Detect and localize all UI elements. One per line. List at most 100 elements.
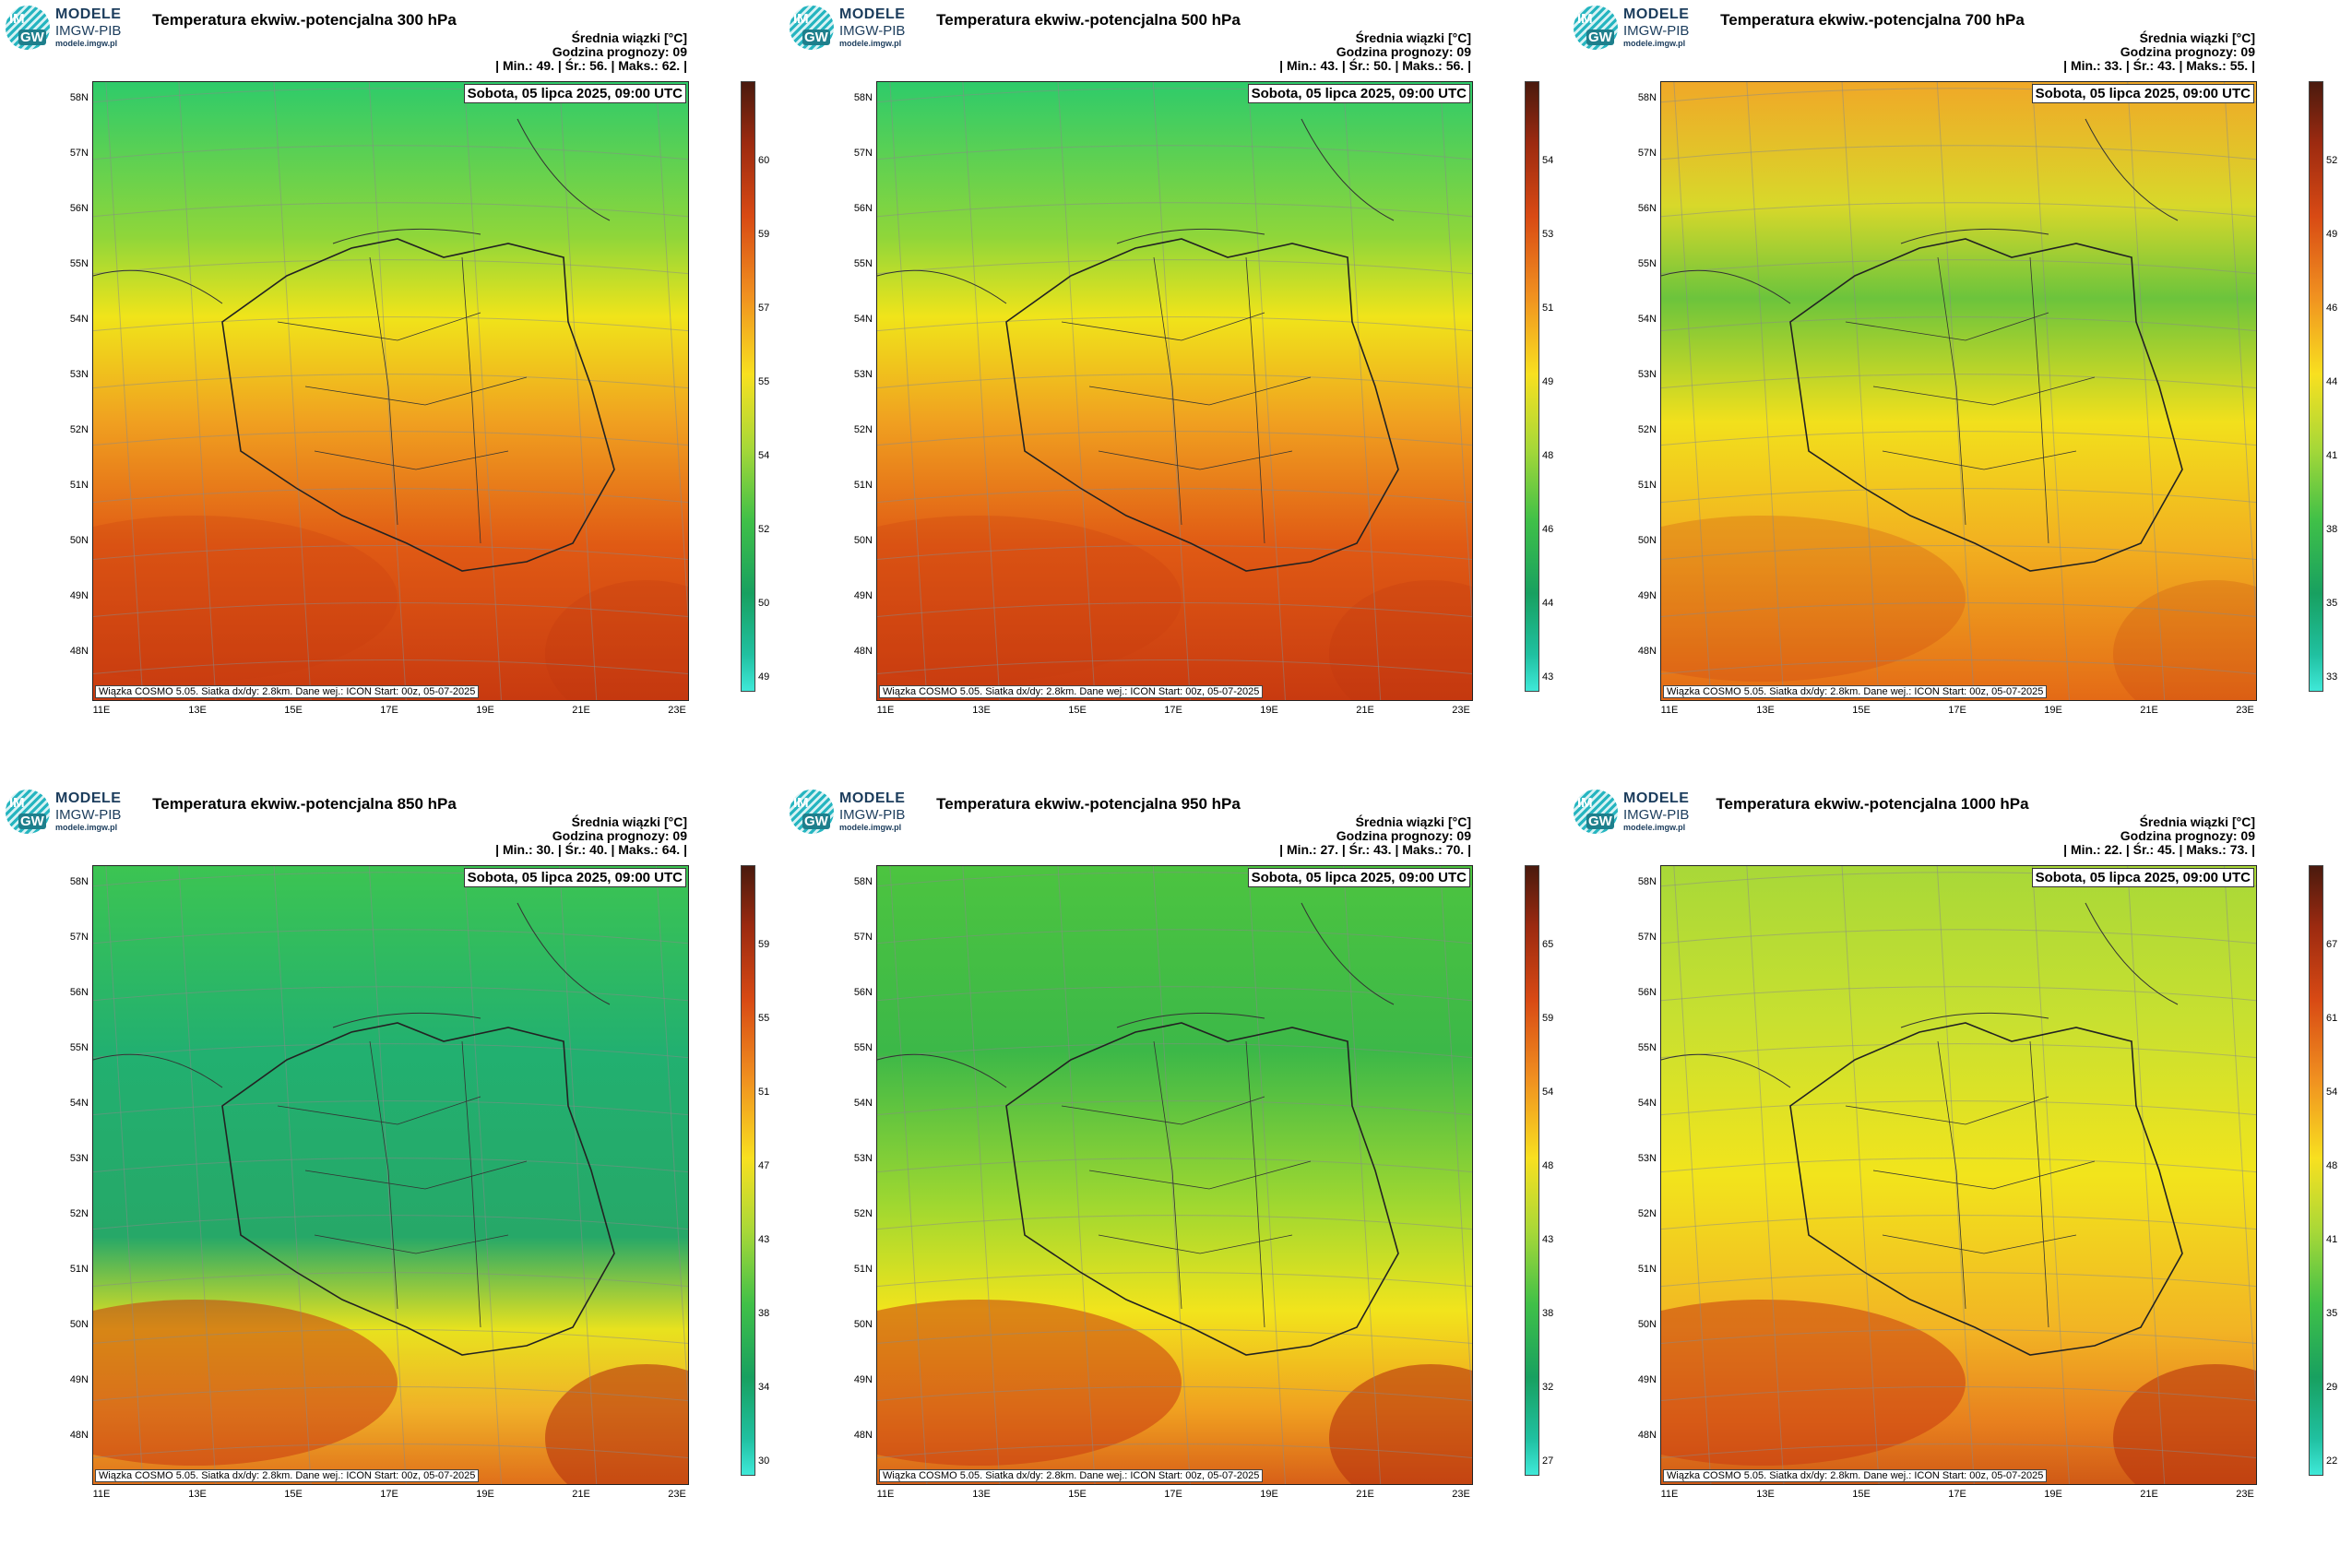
- lat-label: 49N: [853, 1374, 873, 1385]
- logo-line1: MODELE: [839, 6, 906, 22]
- logo-gw-text: GW: [18, 814, 46, 829]
- colorbar-tick: 48: [1542, 1160, 1554, 1171]
- lon-label: 23E: [2236, 705, 2254, 716]
- colorbar-tick: 41: [2326, 1234, 2338, 1245]
- map-field: [93, 82, 688, 700]
- lat-label: 50N: [69, 1319, 89, 1330]
- colorbar-tick: 52: [758, 524, 770, 535]
- lon-label: 15E: [1068, 1489, 1087, 1500]
- lon-label: 17E: [380, 705, 398, 716]
- logo-im-text: IM: [1577, 795, 1593, 811]
- lat-label: 58N: [853, 92, 873, 103]
- model-footer: Wiązka COSMO 5.05. Siatka dx/dy: 2.8km. …: [1663, 685, 2048, 698]
- lon-label: 15E: [1068, 705, 1087, 716]
- lat-label: 53N: [1637, 1153, 1657, 1164]
- poland-border: [1005, 238, 1399, 572]
- map-area: Sobota, 05 lipca 2025, 09:00 UTC Wiązka …: [1660, 81, 2257, 701]
- map-panel: IM GW MODELE IMGW-PIB modele.imgw.pl Tem…: [784, 784, 1568, 1568]
- lon-label: 17E: [1164, 705, 1182, 716]
- date-box: Sobota, 05 lipca 2025, 09:00 UTC: [463, 868, 686, 887]
- logo-line2: IMGW-PIB: [55, 807, 122, 823]
- colorbar-tick: 55: [758, 1013, 770, 1024]
- colorbar-tick: 51: [758, 1087, 770, 1098]
- lat-label: 50N: [853, 535, 873, 546]
- model-footer: Wiązka COSMO 5.05. Siatka dx/dy: 2.8km. …: [879, 1469, 1264, 1482]
- logo-text: MODELE IMGW-PIB modele.imgw.pl: [55, 6, 121, 48]
- date-box: Sobota, 05 lipca 2025, 09:00 UTC: [463, 84, 686, 103]
- lat-label: 48N: [69, 646, 89, 657]
- colorbar-tick: 38: [758, 1308, 770, 1319]
- colorbar-tick: 54: [1542, 155, 1554, 166]
- colorbar: [1525, 865, 1539, 1476]
- coastline: [877, 118, 1395, 304]
- lon-label: 11E: [1660, 705, 1679, 716]
- map-field: [877, 866, 1472, 1484]
- imgw-logo: IM GW MODELE IMGW-PIB modele.imgw.pl: [790, 6, 928, 53]
- logo-line2: IMGW-PIB: [1623, 23, 1690, 39]
- lat-label: 54N: [69, 1098, 89, 1109]
- panel-title: Temperatura ekwiw.-potencjalna 1000 hPa: [1716, 795, 2029, 813]
- colorbar-tick: 47: [758, 1160, 770, 1171]
- lat-label: 53N: [69, 1153, 89, 1164]
- colorbar-tick: 49: [758, 671, 770, 683]
- lat-label: 55N: [1637, 1042, 1657, 1053]
- lon-label: 23E: [1452, 1489, 1470, 1500]
- lat-label: 57N: [853, 148, 873, 159]
- stats-line: | Min.: 30. | Śr.: 40. | Maks.: 64. |: [495, 842, 687, 857]
- voivodeship-lines: [1061, 1040, 1312, 1328]
- logo-line1: MODELE: [1623, 6, 1690, 22]
- colorbar-tick: 59: [758, 229, 770, 240]
- model-footer: Wiązka COSMO 5.05. Siatka dx/dy: 2.8km. …: [95, 685, 480, 698]
- colorbar-tick: 54: [758, 450, 770, 461]
- voivodeship-lines: [1845, 1040, 2096, 1328]
- imgw-logo: IM GW MODELE IMGW-PIB modele.imgw.pl: [6, 790, 144, 837]
- lat-label: 56N: [69, 987, 89, 998]
- poland-border: [1005, 1022, 1399, 1356]
- logo-text: MODELE IMGW-PIB modele.imgw.pl: [839, 6, 905, 48]
- lat-label: 56N: [853, 987, 873, 998]
- model-footer: Wiązka COSMO 5.05. Siatka dx/dy: 2.8km. …: [1663, 1469, 2048, 1482]
- logo-line1: MODELE: [55, 6, 122, 22]
- colorbar-tick: 54: [2326, 1087, 2338, 1098]
- lon-label: 13E: [972, 1489, 991, 1500]
- lat-label: 56N: [1637, 987, 1657, 998]
- colorbar-tick: 65: [1542, 939, 1554, 950]
- colorbar-tick: 67: [2326, 939, 2338, 950]
- colorbar-tick: 48: [1542, 450, 1554, 461]
- logo-line3: modele.imgw.pl: [839, 823, 902, 832]
- colorbar-tick: 51: [1542, 303, 1554, 314]
- colorbar-tick: 43: [1542, 1234, 1554, 1245]
- date-box: Sobota, 05 lipca 2025, 09:00 UTC: [1247, 868, 1470, 887]
- lat-label: 51N: [69, 1264, 89, 1275]
- logo-line3: modele.imgw.pl: [55, 39, 118, 48]
- lat-label: 51N: [1637, 1264, 1657, 1275]
- logo-gw-text: GW: [802, 30, 830, 45]
- voivodeship-lines: [277, 256, 528, 544]
- voivodeship-lines: [1845, 256, 2096, 544]
- logo-line3: modele.imgw.pl: [55, 823, 118, 832]
- lon-label: 23E: [2236, 1489, 2254, 1500]
- lon-label: 19E: [2044, 1489, 2062, 1500]
- lon-label: 13E: [972, 705, 991, 716]
- map-field: [1661, 866, 2256, 1484]
- lat-label: 48N: [1637, 646, 1657, 657]
- stats-info: Średnia wiązki [°C] Godzina prognozy: 09…: [495, 815, 687, 857]
- info-label: Średnia wiązki [°C]: [2139, 30, 2255, 45]
- lat-label: 52N: [69, 1208, 89, 1219]
- poland-border: [221, 1022, 615, 1356]
- colorbar-tick: 49: [1542, 376, 1554, 387]
- logo-text: MODELE IMGW-PIB modele.imgw.pl: [839, 790, 905, 832]
- lat-label: 48N: [69, 1430, 89, 1441]
- lat-label: 54N: [853, 314, 873, 325]
- lat-label: 50N: [1637, 535, 1657, 546]
- colorbar-tick: 35: [2326, 598, 2338, 609]
- coastline: [93, 118, 611, 304]
- voivodeship-lines: [277, 1040, 528, 1328]
- colorbar-tick: 59: [758, 939, 770, 950]
- map-panel: IM GW MODELE IMGW-PIB modele.imgw.pl Tem…: [1568, 0, 2352, 784]
- lat-label: 52N: [1637, 424, 1657, 435]
- lon-label: 21E: [2140, 1489, 2158, 1500]
- panel-title: Temperatura ekwiw.-potencjalna 500 hPa: [936, 11, 1241, 29]
- coastline: [1661, 902, 2179, 1088]
- lon-label: 11E: [876, 1489, 895, 1500]
